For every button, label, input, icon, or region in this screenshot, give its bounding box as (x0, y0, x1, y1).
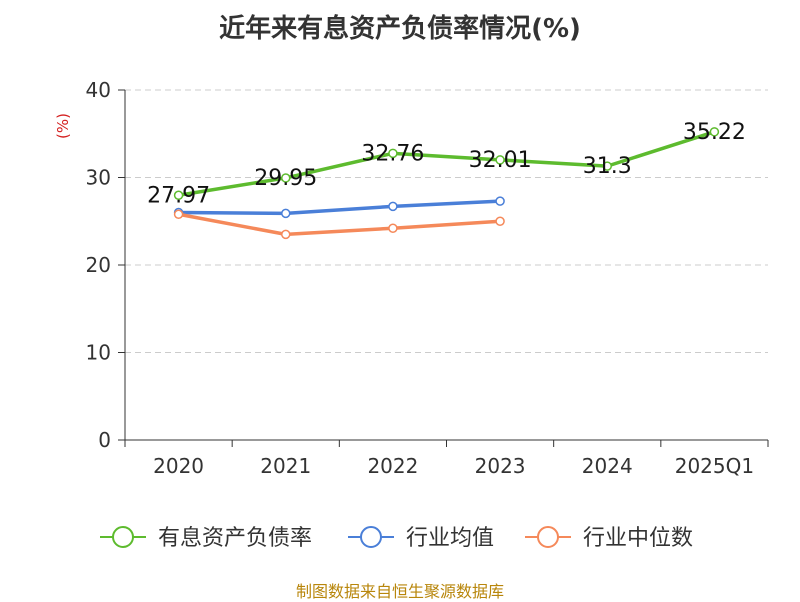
data-label: 35.22 (683, 120, 746, 145)
data-label: 27.97 (147, 183, 210, 208)
x-tick-label: 2020 (153, 454, 204, 478)
data-label: 31.3 (583, 154, 632, 179)
data-point (281, 173, 291, 183)
series-line (178, 199, 501, 216)
legend-marker (112, 526, 134, 548)
y-tick-label: 20 (86, 253, 111, 277)
source-footer: 制图数据来自恒生聚源数据库 (295, 582, 504, 601)
data-point (388, 148, 398, 159)
data-point (602, 161, 612, 171)
data-point (495, 196, 505, 206)
data-point (173, 190, 184, 201)
y-tick-label: 0 (98, 428, 111, 452)
data-point (173, 209, 184, 219)
data-point (388, 201, 398, 212)
x-tick-label: 2024 (582, 454, 633, 478)
y-tick-label: 40 (86, 78, 111, 102)
series-line (178, 212, 501, 237)
data-point (388, 223, 398, 233)
data-label: 32.76 (361, 141, 424, 166)
x-tick-label: 2025Q1 (675, 454, 754, 478)
x-tick-label: 2022 (367, 454, 418, 478)
y-axis-label: (%) (54, 113, 72, 139)
x-tick-label: 2021 (260, 454, 311, 478)
y-tick-label: 30 (86, 166, 111, 190)
y-tick-label: 10 (86, 341, 111, 365)
data-label: 29.95 (254, 166, 317, 191)
legend-label: 行业中位数 (583, 526, 693, 551)
series-line (178, 130, 715, 197)
chart-title: 近年来有息资产负债率情况(%) (219, 14, 581, 44)
legend-marker (360, 526, 382, 548)
data-point (495, 216, 505, 226)
legend-label: 行业均值 (406, 526, 494, 551)
data-label: 32.01 (469, 148, 532, 173)
data-point (495, 155, 505, 165)
legend-label: 有息资产负债率 (158, 526, 312, 551)
legend-marker (537, 526, 559, 548)
data-point (709, 127, 720, 137)
data-point (281, 208, 291, 219)
data-point (281, 229, 291, 240)
x-tick-label: 2023 (475, 454, 526, 478)
